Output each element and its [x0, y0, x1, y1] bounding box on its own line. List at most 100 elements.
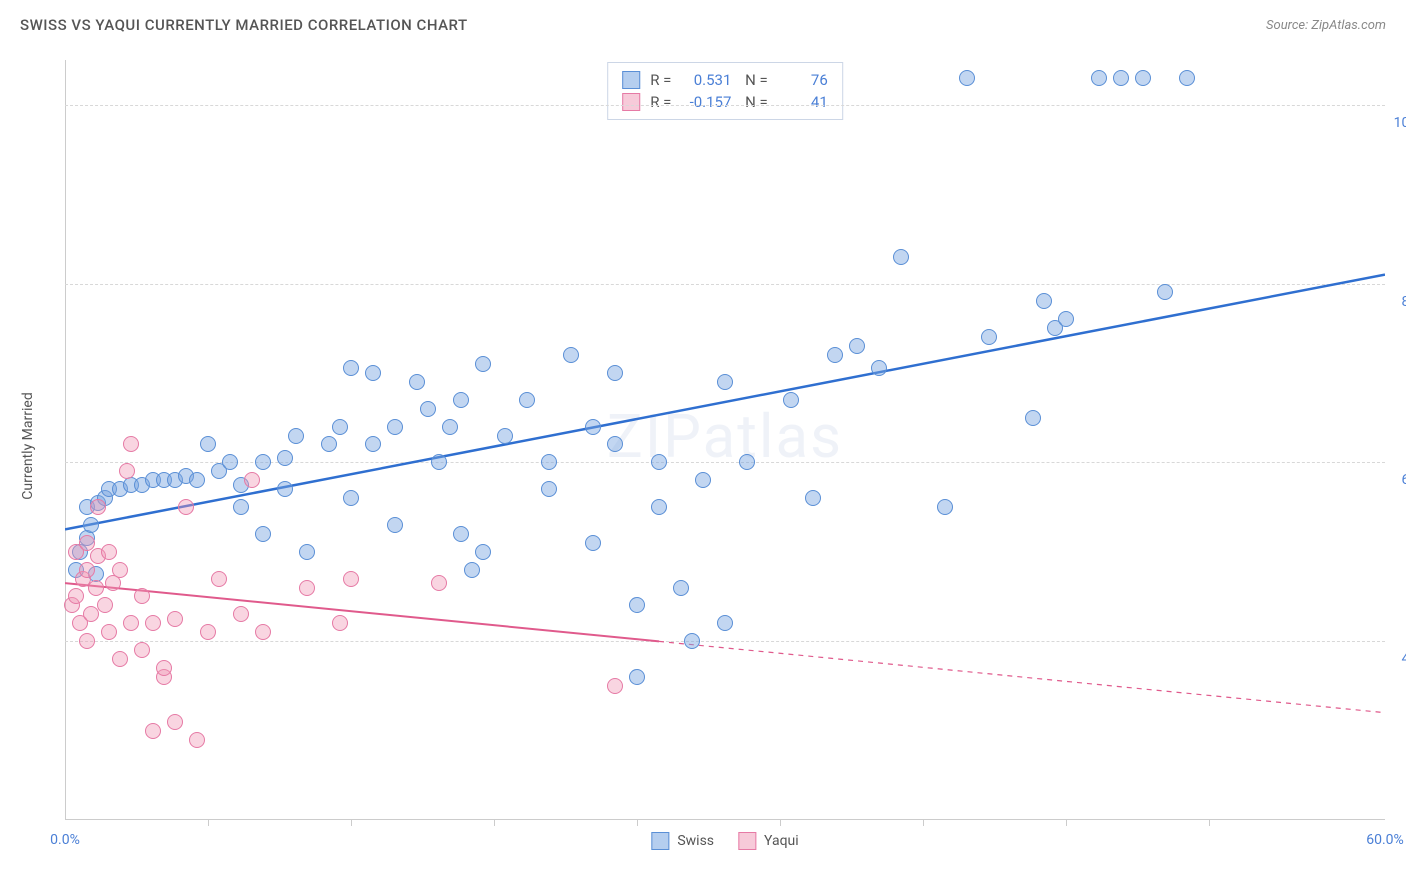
x-tick-label: 60.0%: [1366, 832, 1404, 848]
data-point: [541, 481, 557, 497]
data-point: [607, 678, 623, 694]
r-label: R =: [650, 93, 671, 111]
yaqui-n-value: 41: [778, 93, 828, 111]
data-point: [871, 360, 887, 376]
data-point: [189, 472, 205, 488]
n-label: N =: [741, 71, 767, 89]
data-point: [134, 588, 150, 604]
y-tick-label: 40.0%: [1395, 651, 1406, 667]
data-point: [497, 428, 513, 444]
data-point: [1135, 70, 1151, 86]
y-tick-label: 80.0%: [1395, 294, 1406, 310]
data-point: [332, 419, 348, 435]
bottom-legend: Swiss Yaqui: [651, 832, 798, 850]
data-point: [607, 365, 623, 381]
data-point: [827, 347, 843, 363]
data-point: [88, 580, 104, 596]
x-tick: [208, 820, 209, 826]
gridline: [65, 105, 1385, 106]
data-point: [1157, 284, 1173, 300]
y-axis-title: Currently Married: [20, 392, 36, 499]
data-point: [453, 526, 469, 542]
data-point: [255, 624, 271, 640]
data-point: [112, 562, 128, 578]
data-point: [343, 571, 359, 587]
data-point: [299, 544, 315, 560]
swiss-swatch-icon: [651, 832, 669, 850]
data-point: [717, 374, 733, 390]
data-point: [805, 490, 821, 506]
trend-lines: [65, 60, 1385, 820]
data-point: [1179, 70, 1195, 86]
data-point: [893, 249, 909, 265]
data-point: [475, 356, 491, 372]
data-point: [83, 517, 99, 533]
data-point: [145, 723, 161, 739]
data-point: [431, 575, 447, 591]
legend-item-swiss: Swiss: [651, 832, 714, 850]
data-point: [145, 615, 161, 631]
data-point: [119, 463, 135, 479]
data-point: [475, 544, 491, 560]
data-point: [167, 611, 183, 627]
yaqui-r-value: -0.157: [681, 93, 731, 111]
stats-row-yaqui: R = -0.157 N = 41: [622, 91, 828, 113]
legend-label-swiss: Swiss: [677, 833, 714, 849]
swiss-r-value: 0.531: [681, 71, 731, 89]
data-point: [321, 436, 337, 452]
y-tick-label: 100.0%: [1388, 115, 1406, 131]
data-point: [959, 70, 975, 86]
data-point: [431, 454, 447, 470]
y-axis-line: [65, 60, 66, 820]
data-point: [629, 669, 645, 685]
swiss-n-value: 76: [778, 71, 828, 89]
data-point: [343, 360, 359, 376]
data-point: [464, 562, 480, 578]
data-point: [112, 651, 128, 667]
data-point: [200, 436, 216, 452]
x-tick: [923, 820, 924, 826]
data-point: [849, 338, 865, 354]
yaqui-swatch-icon: [622, 93, 640, 111]
x-tick-label: 0.0%: [50, 832, 80, 848]
data-point: [981, 329, 997, 345]
x-tick: [1066, 820, 1067, 826]
data-point: [365, 436, 381, 452]
x-tick: [494, 820, 495, 826]
data-point: [453, 392, 469, 408]
data-point: [178, 499, 194, 515]
data-point: [288, 428, 304, 444]
data-point: [739, 454, 755, 470]
data-point: [189, 732, 205, 748]
stats-row-swiss: R = 0.531 N = 76: [622, 69, 828, 91]
data-point: [387, 517, 403, 533]
y-tick-label: 60.0%: [1395, 472, 1406, 488]
data-point: [277, 450, 293, 466]
source-label: Source: ZipAtlas.com: [1266, 18, 1386, 33]
data-point: [1113, 70, 1129, 86]
scatter-chart: ZIPatlas R = 0.531 N = 76 R = -0.157 N =…: [65, 60, 1385, 820]
data-point: [684, 633, 700, 649]
data-point: [1025, 410, 1041, 426]
data-point: [101, 544, 117, 560]
data-point: [123, 436, 139, 452]
data-point: [79, 535, 95, 551]
data-point: [211, 571, 227, 587]
yaqui-swatch-icon: [738, 832, 756, 850]
data-point: [607, 436, 623, 452]
data-point: [233, 499, 249, 515]
data-point: [79, 562, 95, 578]
data-point: [541, 454, 557, 470]
data-point: [222, 454, 238, 470]
data-point: [937, 499, 953, 515]
data-point: [1036, 293, 1052, 309]
x-tick: [780, 820, 781, 826]
data-point: [255, 454, 271, 470]
data-point: [1058, 311, 1074, 327]
data-point: [387, 419, 403, 435]
data-point: [332, 615, 348, 631]
x-tick: [1209, 820, 1210, 826]
data-point: [409, 374, 425, 390]
legend-item-yaqui: Yaqui: [738, 832, 799, 850]
data-point: [299, 580, 315, 596]
